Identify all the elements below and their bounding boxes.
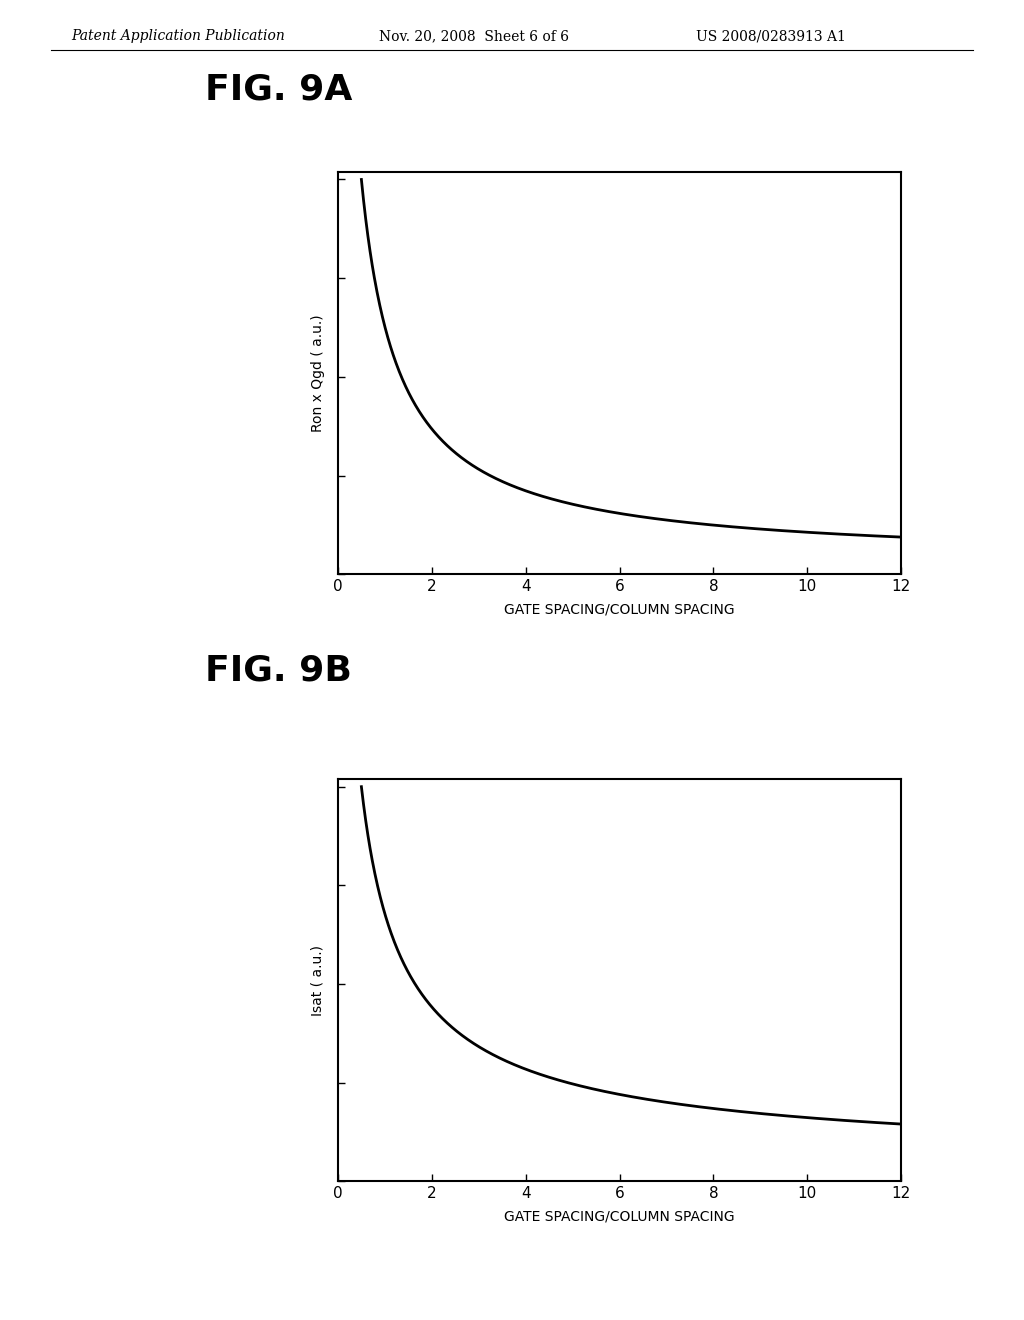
Text: US 2008/0283913 A1: US 2008/0283913 A1 <box>696 29 846 44</box>
X-axis label: GATE SPACING/COLUMN SPACING: GATE SPACING/COLUMN SPACING <box>504 1209 735 1224</box>
Text: FIG. 9A: FIG. 9A <box>205 73 352 107</box>
Text: Patent Application Publication: Patent Application Publication <box>72 29 286 44</box>
X-axis label: GATE SPACING/COLUMN SPACING: GATE SPACING/COLUMN SPACING <box>504 602 735 616</box>
Text: FIG. 9B: FIG. 9B <box>205 653 351 688</box>
Y-axis label: Ron x Qgd ( a.u.): Ron x Qgd ( a.u.) <box>310 314 325 432</box>
Text: Nov. 20, 2008  Sheet 6 of 6: Nov. 20, 2008 Sheet 6 of 6 <box>379 29 569 44</box>
Y-axis label: Isat ( a.u.): Isat ( a.u.) <box>310 945 325 1015</box>
